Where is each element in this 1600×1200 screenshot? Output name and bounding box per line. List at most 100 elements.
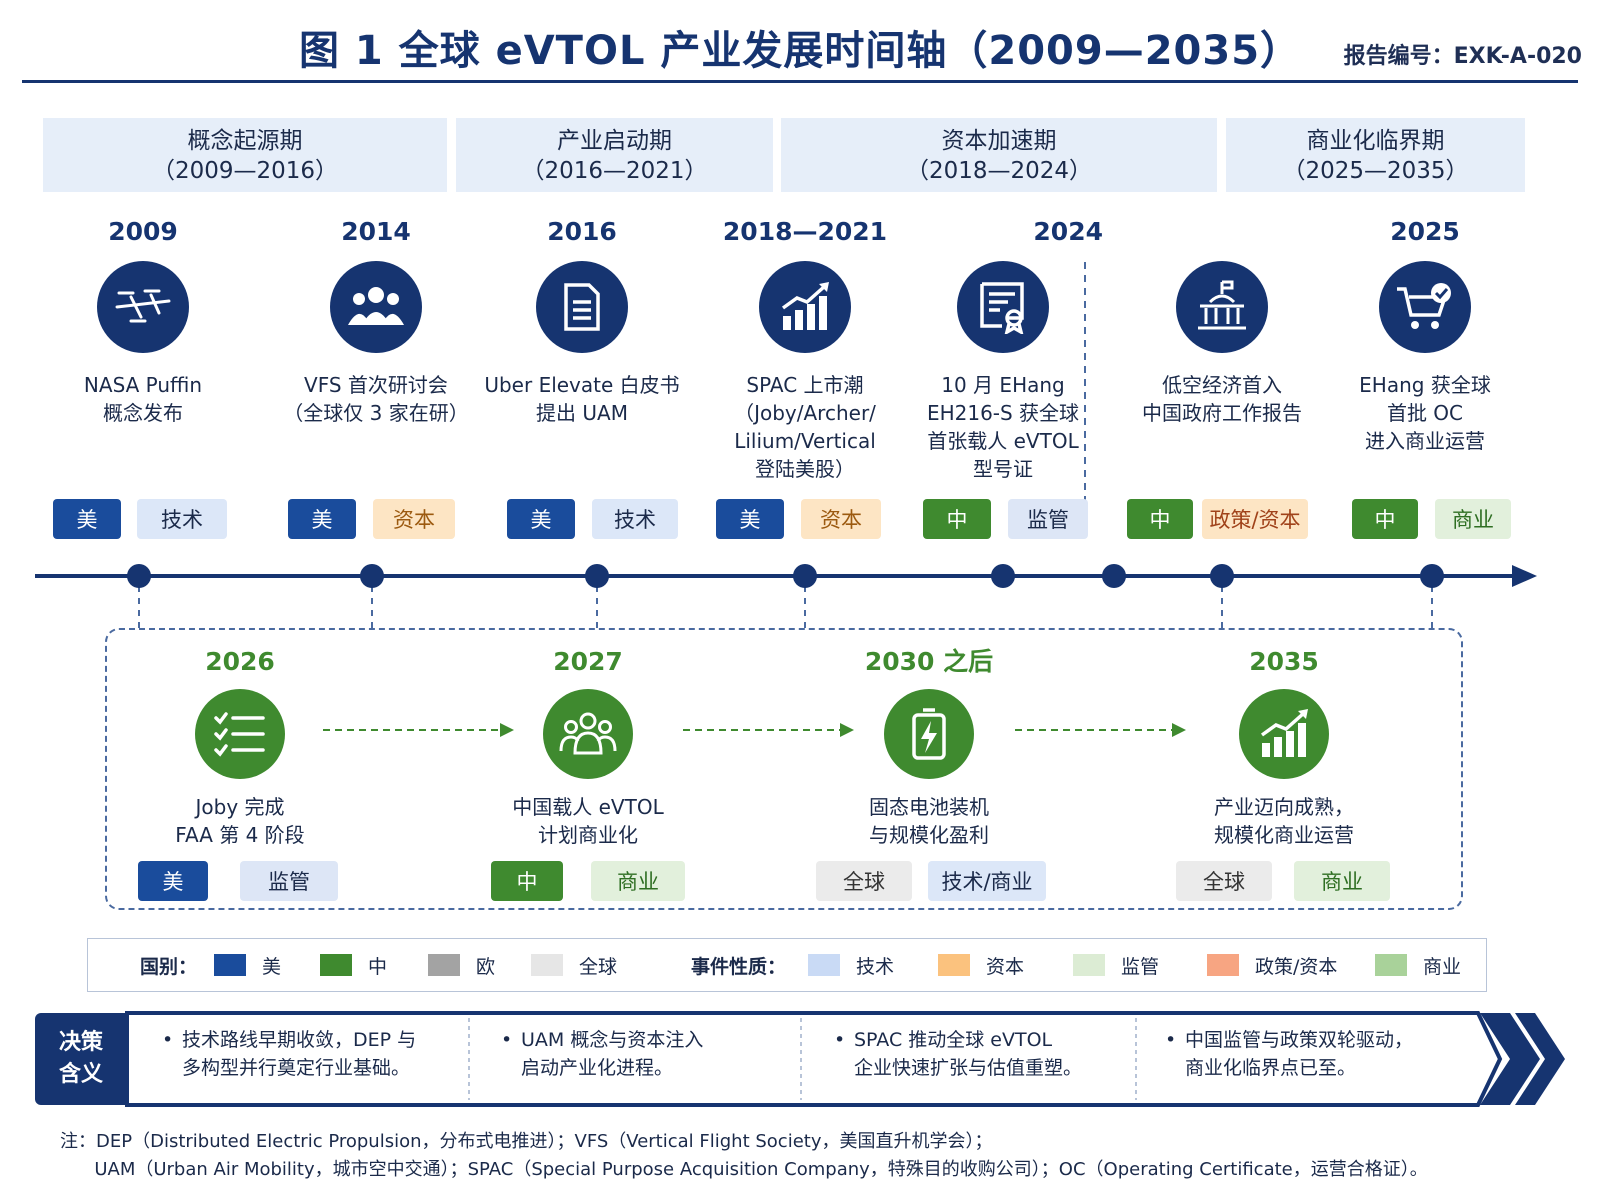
phase-range: （2025—2035） [1282,158,1469,184]
people-group-icon [330,261,422,353]
timeline-nodes [127,564,1444,588]
tag-nature: 技术/商业 [928,861,1046,901]
tag-nature: 商业 [591,861,685,901]
legend-swatch [1207,954,1239,976]
event-2016: 2016 Uber Elevate 白皮书 提出 UAM [482,215,682,427]
shopping-cart-check-icon [1379,261,1471,353]
chevron-icon [1515,1013,1565,1105]
event-year: 2035 [1249,647,1319,676]
legend-item: 全球 [531,939,617,991]
implication-text: UAM 概念与资本注入 启动产业化进程。 [521,1029,704,1079]
legend-swatch [808,954,840,976]
legend-item: 技术 [808,939,894,991]
battery-icon [884,689,974,779]
legend-label: 监管 [1121,955,1160,978]
implications-banner [125,1011,1503,1107]
future-event-2027: 2027 中国载人 eVTOL 计划商业化 [468,645,708,849]
legend-nature-label: 事件性质： [691,955,787,978]
event-2009: 2009 NASA Puffin 概念发布 [43,215,243,427]
legend-swatch [1375,954,1407,976]
implications-label: 决策 含义 [35,1013,127,1105]
tag-country: 全球 [1176,861,1272,901]
phase-range: （2009—2016） [151,158,339,184]
node-2024b [1102,564,1126,588]
legend-label: 技术 [856,955,895,978]
phase-range: （2016—2021） [521,158,708,184]
tag-country: 美 [138,861,208,901]
tag-nature: 监管 [240,861,338,901]
bullet-icon: • [834,1029,846,1051]
tag-country: 中 [1127,499,1193,539]
document-icon [536,261,628,353]
tag-nature: 资本 [801,499,881,539]
government-building-icon [1176,261,1268,353]
future-event-2026: 2026 Joby 完成 FAA 第 4 阶段 [120,645,360,849]
tag-country: 全球 [816,861,912,901]
event-2018-2021: 2018—2021 SPAC 上市潮 （Joby/Archer/ Lilium/… [705,215,905,483]
evtol-aircraft-icon [97,261,189,353]
phase-name: 产业启动期 [557,128,672,154]
event-desc: 低空经济首入 中国政府工作报告 [1142,373,1302,425]
tag-country: 中 [923,499,991,539]
legend-label: 全球 [579,955,618,978]
tag-nature: 监管 [1008,499,1088,539]
implication-text: SPAC 推动全球 eVTOL 企业快速扩张与估值重塑。 [854,1029,1083,1079]
legend-label: 中 [368,955,388,978]
tag-country: 美 [716,499,784,539]
legend-label: 美 [262,955,282,978]
node-2018 [793,564,817,588]
event-year: 2027 [553,647,623,676]
legend-swatch [320,954,352,976]
legend-item: 欧 [428,939,495,991]
event-desc: SPAC 上市潮 （Joby/Archer/ Lilium/Vertical 登… [734,373,876,481]
tag-nature: 资本 [373,499,455,539]
phase-name: 商业化临界期 [1306,128,1445,154]
legend-label: 商业 [1423,955,1462,978]
event-desc: NASA Puffin 概念发布 [83,373,203,425]
bullet-icon: • [162,1029,174,1051]
event-2025: 2025 EHang 获全球 首批 OC 进入商业运营 [1325,215,1525,455]
report-id: 报告编号：EXK-A-020 [1343,44,1582,69]
event-2024-policy: 低空经济首入 中国政府工作报告 [1122,215,1322,427]
legend-item: 资本 [938,939,1024,991]
bullet-icon: • [501,1029,513,1051]
implication-item: • UAM 概念与资本注入 启动产业化进程。 [501,1026,704,1082]
legend-swatch [214,954,246,976]
phase-name: 概念起源期 [187,128,303,154]
tag-nature: 政策/资本 [1202,499,1308,539]
phase-capital: 资本加速期 （2018—2024） [781,118,1217,192]
event-year: 2030 之后 [864,647,994,676]
node-2025 [1420,564,1444,588]
footnote-line: 注：DEP（Distributed Electric Propulsion，分布… [60,1131,993,1152]
tag-nature: 商业 [1435,499,1511,539]
event-year: 2024 [1033,217,1103,246]
legend-swatch [938,954,970,976]
phase-commercial: 商业化临界期 （2025—2035） [1226,118,1525,192]
event-desc: EHang 获全球 首批 OC 进入商业运营 [1359,373,1491,453]
growth-chart-icon [1239,689,1329,779]
legend: 国别： 美 中 欧 全球 事件性质： 技术 资本 监管 政策/资本 商业 [87,938,1487,992]
event-desc: 中国载人 eVTOL 计划商业化 [512,795,664,847]
node-2024a [991,564,1015,588]
event-desc: 产业迈向成熟， 规模化商业运营 [1214,795,1354,847]
bullet-icon: • [1165,1029,1177,1051]
phase-launch: 产业启动期 （2016—2021） [456,118,773,192]
phase-range: （2018—2024） [905,158,1093,184]
team-icon [543,689,633,779]
tag-nature: 商业 [1294,861,1390,901]
event-year: 2014 [341,217,411,246]
event-year: 2009 [108,217,178,246]
checklist-icon [195,689,285,779]
tag-nature: 技术 [137,499,227,539]
node-2024c [1210,564,1234,588]
tag-country: 美 [53,499,121,539]
legend-label: 欧 [476,955,496,978]
node-2014 [360,564,384,588]
legend-item: 监管 [1073,939,1159,991]
node-2009 [127,564,151,588]
node-2016 [585,564,609,588]
future-outlook-box [105,628,1463,910]
legend-item: 中 [320,939,387,991]
